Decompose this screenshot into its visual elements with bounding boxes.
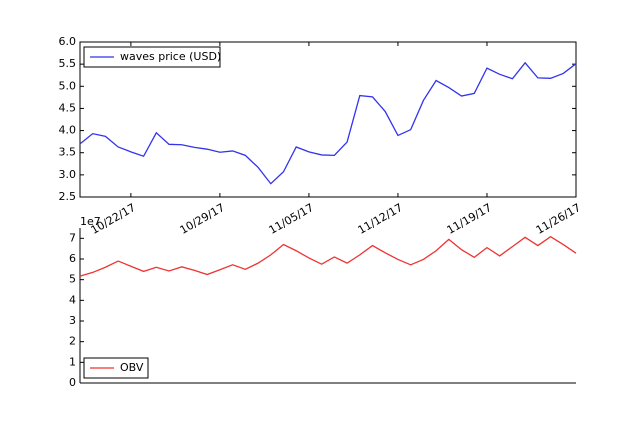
series-line xyxy=(79,235,577,277)
y-tick-label: 5 xyxy=(69,273,76,286)
legend-label: OBV xyxy=(120,361,144,374)
y-tick-label: 6 xyxy=(69,252,76,265)
y-tick-label: 3 xyxy=(69,314,76,327)
y-tick-label: 5.5 xyxy=(59,57,77,70)
y-tick-label: 3.0 xyxy=(59,168,77,181)
axes-frame xyxy=(79,41,577,198)
y-tick-label: 5.0 xyxy=(59,79,77,92)
legend-label: waves price (USD) xyxy=(120,50,221,63)
series-line xyxy=(79,61,577,185)
legend-box xyxy=(83,46,221,68)
x-tick-label: 11/12/17 xyxy=(356,201,405,237)
y-tick-label: 1 xyxy=(69,355,76,368)
x-tick-label: 10/29/17 xyxy=(178,201,227,237)
y-tick-label: 0 xyxy=(69,376,76,389)
y-tick-label: 4.5 xyxy=(59,101,77,114)
y-tick-label: 2.5 xyxy=(59,190,77,203)
y-tick-label: 6.0 xyxy=(59,35,77,48)
y-tick-label: 7 xyxy=(69,231,76,244)
offset-label: 1e7 xyxy=(80,215,101,228)
y-tick-label: 4 xyxy=(69,293,76,306)
x-tick-label: 11/05/17 xyxy=(267,201,316,237)
legend: OBV xyxy=(83,357,149,379)
y-tick-label: 2 xyxy=(69,335,76,348)
legend-box xyxy=(83,357,149,379)
legend: waves price (USD) xyxy=(83,46,221,68)
x-tick-label: 11/19/17 xyxy=(445,201,494,237)
x-tick-label: 11/26/17 xyxy=(534,201,583,237)
y-tick-label: 3.5 xyxy=(59,146,77,159)
y-tick-label: 4.0 xyxy=(59,124,77,137)
